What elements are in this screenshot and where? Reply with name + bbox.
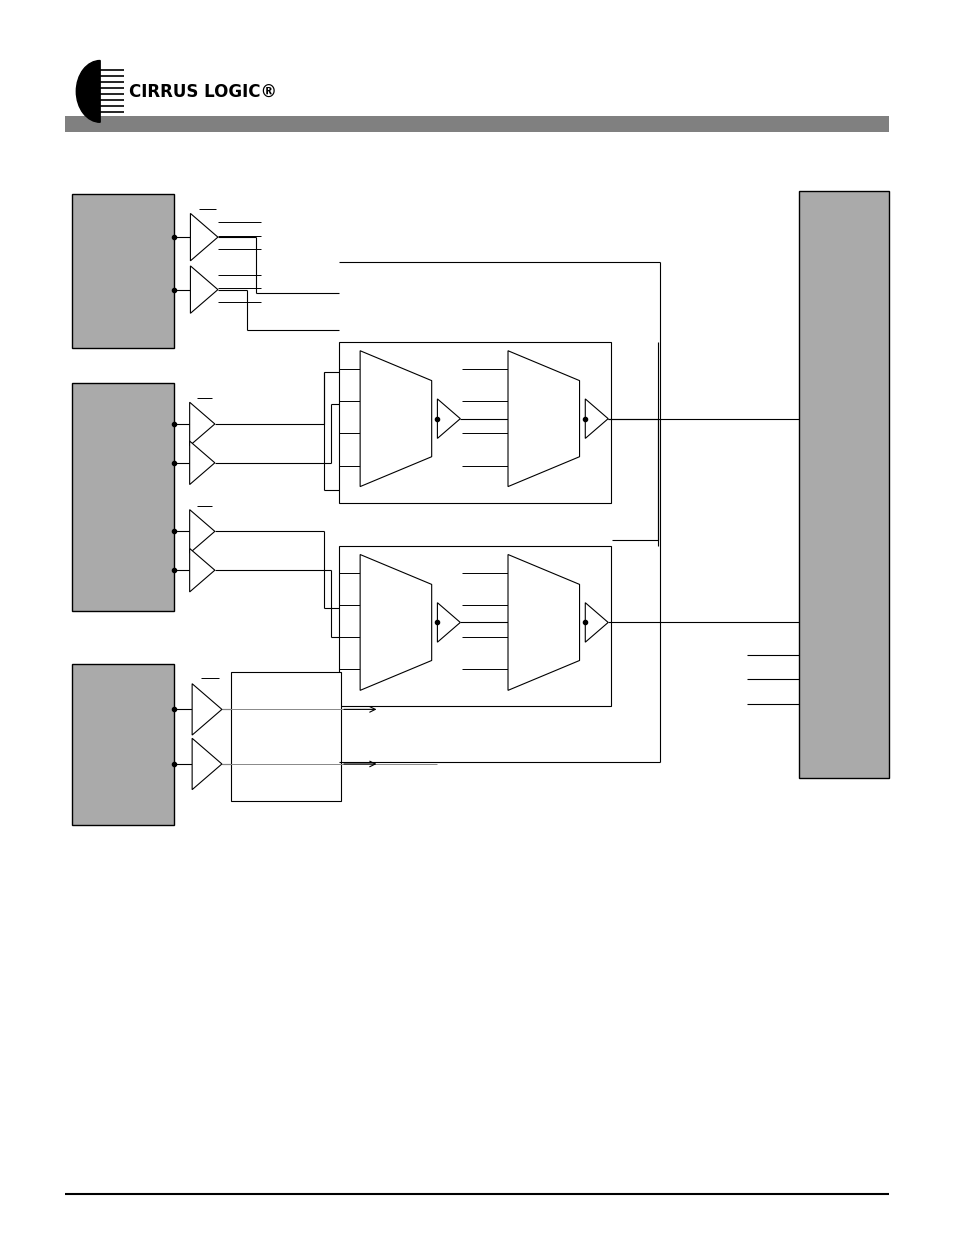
Polygon shape [190,548,214,592]
Polygon shape [191,266,217,314]
Polygon shape [190,403,214,446]
Polygon shape [584,603,607,642]
Text: CIRRUS LOGIC®: CIRRUS LOGIC® [129,83,276,100]
Wedge shape [76,61,100,122]
Polygon shape [436,603,459,642]
Polygon shape [507,555,578,690]
Polygon shape [190,510,214,553]
Polygon shape [436,399,459,438]
Polygon shape [192,684,222,735]
Polygon shape [192,739,222,789]
Polygon shape [359,351,431,487]
Polygon shape [584,399,607,438]
FancyBboxPatch shape [338,546,610,706]
Polygon shape [507,351,578,487]
Polygon shape [359,555,431,690]
FancyBboxPatch shape [65,116,888,132]
FancyBboxPatch shape [71,194,173,348]
Polygon shape [190,441,214,484]
FancyBboxPatch shape [338,342,610,503]
FancyBboxPatch shape [799,191,888,778]
FancyBboxPatch shape [71,664,173,825]
Polygon shape [191,214,217,261]
FancyBboxPatch shape [232,672,341,802]
FancyBboxPatch shape [71,383,173,611]
